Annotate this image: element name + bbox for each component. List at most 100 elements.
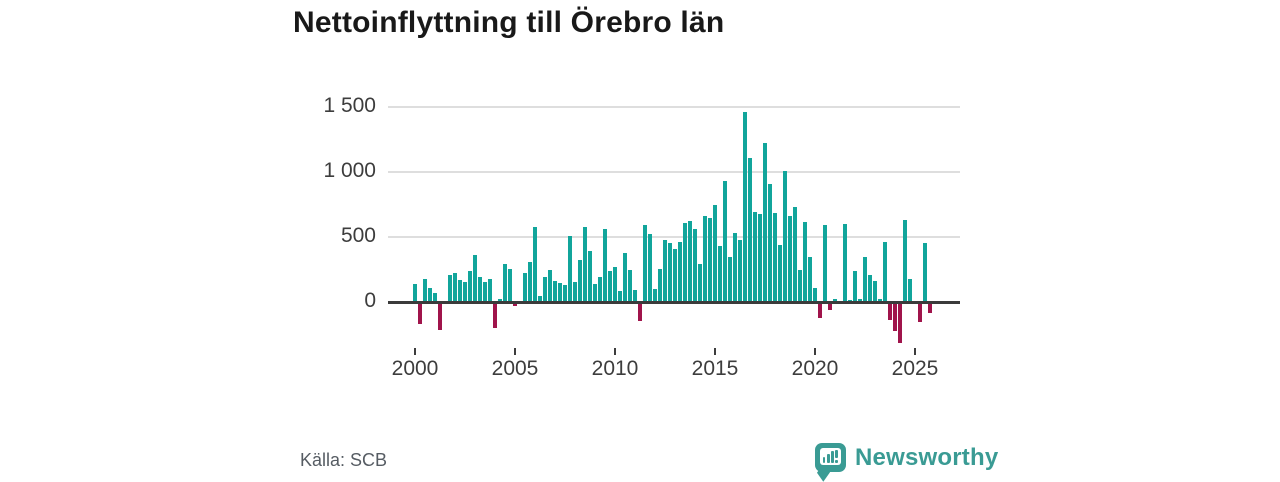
bar — [778, 244, 782, 302]
newsworthy-chart-bubble-icon — [815, 443, 846, 482]
x-axis-tick-2025 — [914, 348, 916, 355]
bar — [613, 266, 617, 302]
bar — [508, 268, 512, 302]
bar — [873, 281, 877, 302]
bar — [458, 279, 462, 302]
bar — [468, 270, 472, 302]
x-axis-zero-line — [388, 300, 960, 304]
bar — [773, 212, 777, 302]
bar — [493, 303, 497, 329]
bar — [453, 272, 457, 302]
bar — [793, 207, 797, 302]
bar — [638, 303, 642, 322]
speech-bubble-tail — [816, 463, 831, 482]
bar — [653, 289, 657, 302]
bar — [823, 224, 827, 302]
bar — [528, 262, 532, 302]
bar — [863, 256, 867, 302]
x-axis-tick-2010 — [614, 348, 616, 355]
bar — [868, 275, 872, 302]
bar — [918, 303, 922, 322]
bar — [678, 242, 682, 302]
x-axis-label-2025: 2025 — [891, 357, 939, 380]
bar — [548, 270, 552, 302]
bar — [923, 242, 927, 302]
bar — [648, 234, 652, 302]
newsworthy-wordmark: Newsworthy — [855, 443, 999, 471]
gridline-1500 — [388, 106, 960, 108]
bar — [423, 279, 427, 302]
bar — [898, 303, 902, 343]
bar — [853, 271, 857, 302]
bar — [683, 223, 687, 302]
bar — [558, 283, 562, 302]
y-axis-label-500: 500 — [340, 224, 376, 247]
bar — [628, 270, 632, 302]
bar — [748, 158, 752, 302]
bar — [673, 249, 677, 302]
newsworthy-logo: Newsworthy — [815, 443, 999, 482]
y-axis-label-1000: 1 000 — [323, 159, 376, 182]
bar — [598, 277, 602, 302]
bar — [888, 303, 892, 321]
bar — [658, 268, 662, 302]
bar — [433, 292, 437, 302]
mini-bar-1 — [822, 457, 826, 463]
mini-bar-3 — [831, 451, 834, 463]
bar — [818, 303, 822, 318]
x-axis-label-2005: 2005 — [491, 357, 539, 380]
bar — [753, 212, 757, 302]
plot-area: 0 500 1 000 1 500 2000 2005 2010 2015 2020 2025 — [323, 85, 960, 385]
y-axis-label-0: 0 — [364, 289, 376, 312]
bar — [813, 288, 817, 302]
bar — [903, 220, 907, 302]
bar — [703, 216, 707, 302]
bar — [473, 255, 477, 302]
gridline-1000 — [388, 171, 960, 173]
bar — [893, 303, 897, 332]
bar — [633, 290, 637, 302]
bar — [563, 285, 567, 302]
bar — [883, 241, 887, 302]
bar — [543, 277, 547, 302]
bar — [803, 222, 807, 302]
bar — [733, 233, 737, 302]
bar — [448, 275, 452, 302]
bar — [418, 303, 422, 324]
bar — [513, 303, 517, 307]
x-axis-label-2015: 2015 — [691, 357, 739, 380]
source-note: Källa: SCB — [300, 450, 388, 470]
x-axis-tick-2020 — [814, 348, 816, 355]
bar — [583, 226, 587, 302]
bar — [438, 303, 442, 330]
bar — [523, 273, 527, 302]
exclamation-glyph — [835, 450, 839, 463]
bar — [738, 239, 742, 302]
bar — [488, 279, 492, 302]
x-axis-label-2000: 2000 — [391, 357, 439, 380]
bar — [623, 253, 627, 302]
bar — [698, 263, 702, 302]
bar — [763, 143, 767, 302]
x-axis-tick-2015 — [714, 348, 716, 355]
x-axis-label-2010: 2010 — [591, 357, 639, 380]
bar — [713, 205, 717, 302]
gridline-500 — [388, 236, 960, 238]
bar — [693, 228, 697, 302]
bar — [588, 251, 592, 302]
bar — [743, 111, 747, 302]
y-axis-label-1500: 1 500 — [323, 94, 376, 117]
bar — [603, 228, 607, 302]
bar — [828, 303, 832, 310]
bar — [483, 281, 487, 302]
mini-bar-2 — [826, 454, 830, 463]
bar — [503, 263, 507, 302]
bar — [928, 303, 932, 313]
bar — [668, 242, 672, 302]
bar — [808, 257, 812, 302]
bar — [643, 224, 647, 302]
bar — [908, 278, 912, 302]
bar — [578, 259, 582, 302]
bar — [568, 236, 572, 302]
bar — [463, 281, 467, 302]
